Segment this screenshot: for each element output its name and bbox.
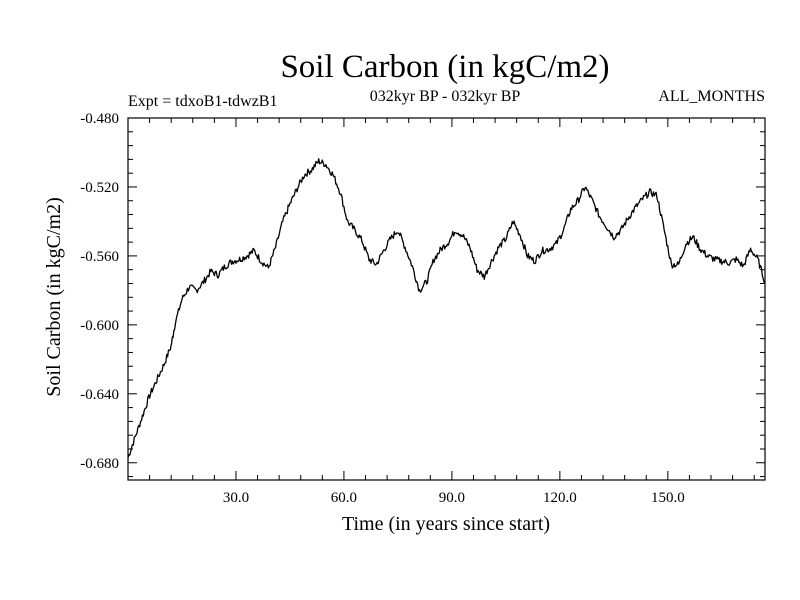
- y-tick-label: -0.480: [80, 111, 119, 127]
- y-tick-labels: -0.480 -0.520 -0.560 -0.600 -0.640 -0.680: [80, 111, 119, 472]
- x-tick-label: 90.0: [439, 490, 465, 506]
- experiment-label: Expt = tdxoB1-tdwzB1: [128, 93, 277, 110]
- y-axis-label: Soil Carbon (in kgC/m2): [43, 197, 65, 396]
- series-line: [127, 158, 766, 458]
- y-tick-label: -0.600: [80, 318, 119, 334]
- x-tick-label: 120.0: [543, 490, 577, 506]
- x-tick-label: 30.0: [223, 490, 249, 506]
- axis-ticks: [128, 117, 765, 480]
- x-tick-labels: 30.0 60.0 90.0 120.0 150.0: [223, 490, 685, 506]
- data-series: [127, 158, 766, 458]
- x-tick-label: 60.0: [331, 490, 357, 506]
- y-tick-label: -0.560: [80, 249, 119, 265]
- y-tick-label: -0.680: [80, 456, 119, 472]
- period-label: 032kyr BP - 032kyr BP: [370, 88, 521, 105]
- y-tick-label: -0.520: [80, 180, 119, 196]
- plot-frame: [127, 117, 766, 481]
- y-tick-label: -0.640: [80, 387, 119, 403]
- x-axis-label: Time (in years since start): [342, 513, 550, 535]
- x-tick-label: 150.0: [651, 490, 685, 506]
- months-label: ALL_MONTHS: [658, 88, 765, 105]
- chart-title: Soil Carbon (in kgC/m2): [280, 49, 609, 85]
